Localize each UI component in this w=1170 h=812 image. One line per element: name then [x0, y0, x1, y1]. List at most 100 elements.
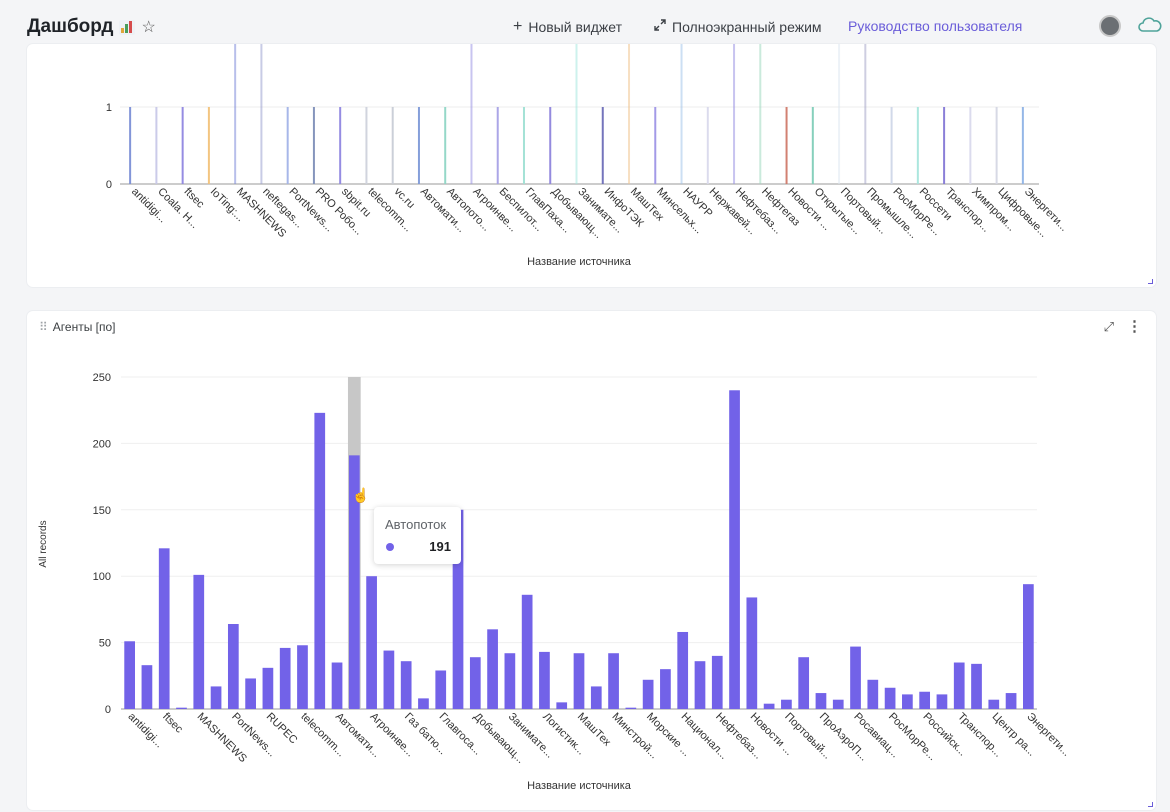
bar	[400, 661, 412, 709]
bar	[444, 107, 447, 184]
widget-panel-top: 0 1 antidigi... Coala. H... ftsec IoTing:... M…	[27, 44, 1156, 287]
tooltip-series-dot	[386, 543, 394, 551]
bar	[452, 509, 464, 709]
y-tick-label: 150	[93, 505, 111, 517]
bar	[746, 597, 758, 709]
bar	[838, 44, 841, 184]
bar	[995, 107, 998, 184]
expand-icon[interactable]: ⤢	[1103, 319, 1114, 334]
bar	[916, 107, 919, 184]
bar	[522, 107, 525, 184]
bar	[711, 655, 723, 709]
avatar[interactable]	[1099, 15, 1121, 37]
bar	[919, 691, 931, 709]
bar	[660, 669, 671, 709]
bar	[470, 44, 473, 184]
bar	[207, 107, 210, 184]
bar	[1021, 107, 1024, 184]
bar	[1005, 693, 1017, 709]
drag-handle-icon[interactable]: ⠿	[39, 320, 48, 334]
bar	[890, 107, 893, 184]
bar	[339, 107, 342, 184]
bar	[262, 667, 274, 709]
bar	[312, 107, 315, 184]
bar	[365, 107, 368, 184]
bar	[811, 107, 814, 184]
bar	[601, 107, 604, 184]
x-tick-label: antidigi...	[126, 711, 166, 751]
bar	[759, 44, 762, 184]
kebab-icon[interactable]: ⋮	[1127, 318, 1142, 335]
bar-chart-emoji-icon	[119, 19, 136, 35]
user-guide-link[interactable]: Руководство пользователя	[848, 18, 1023, 34]
bar	[496, 107, 499, 184]
bar	[348, 455, 360, 709]
bar	[1023, 584, 1034, 709]
resize-handle[interactable]	[1148, 802, 1153, 807]
bar	[417, 107, 420, 184]
bar	[628, 44, 631, 184]
chart-tooltip: Автопоток 191	[374, 507, 461, 564]
bar	[988, 699, 1000, 709]
bar	[625, 707, 637, 709]
bar	[286, 107, 289, 184]
star-icon[interactable]: ☆	[141, 19, 156, 36]
resize-handle[interactable]	[1148, 279, 1153, 284]
bar	[680, 44, 683, 184]
bar	[969, 107, 972, 184]
fullscreen-button[interactable]: Полноэкранный режим	[654, 18, 822, 36]
bar	[575, 44, 578, 184]
bar	[549, 107, 552, 184]
bar	[677, 631, 689, 709]
bar	[694, 661, 706, 709]
y-axis-title: All records	[38, 520, 49, 567]
bar	[953, 662, 965, 709]
y-tick-label: 200	[93, 438, 111, 450]
bar	[864, 44, 867, 184]
y-tick-label: 1	[106, 102, 112, 114]
bar	[176, 707, 187, 709]
new-widget-button[interactable]: + Новый виджет	[513, 18, 622, 36]
bar	[556, 702, 568, 709]
bar	[279, 647, 291, 709]
bar	[815, 693, 827, 709]
bar	[936, 694, 948, 709]
bar	[785, 107, 788, 184]
bar	[314, 412, 326, 709]
bar	[366, 576, 377, 709]
panel-title: Агенты [по]	[52, 320, 116, 334]
plus-icon: +	[513, 18, 523, 35]
bar	[729, 390, 740, 709]
tooltip-value: 191	[429, 539, 451, 554]
cloud-icon[interactable]	[1138, 16, 1162, 39]
expand-arrows-icon	[654, 18, 666, 36]
bar	[391, 107, 394, 184]
x-tick-label: ftsec	[160, 711, 185, 736]
bar	[158, 548, 170, 709]
page-title: Дашборд ☆	[27, 16, 156, 38]
y-tick-label: 0	[106, 179, 112, 191]
bar	[234, 44, 237, 184]
bar	[573, 653, 585, 709]
bar	[487, 629, 498, 709]
bar	[832, 699, 844, 709]
bar	[642, 679, 654, 709]
widget-panel-agents: ⠿ Агенты [по] ⤢ ⋮ 0 50 100 150 200 250 antidig…	[27, 311, 1156, 810]
bar	[539, 651, 550, 709]
bar	[141, 665, 153, 709]
y-tick-label: 0	[105, 704, 111, 716]
x-axis-title: Название источника	[527, 256, 632, 268]
bar	[850, 646, 861, 709]
bar	[383, 650, 395, 709]
y-tick-label: 50	[99, 638, 111, 650]
bar	[706, 107, 709, 184]
x-axis-title: Название источника	[527, 780, 632, 792]
panel-header: ⠿ Агенты [по]	[39, 320, 116, 334]
tooltip-label: Автопоток	[385, 517, 447, 532]
bar	[210, 686, 222, 709]
bar	[227, 624, 239, 709]
bar	[943, 107, 946, 184]
bar	[902, 694, 913, 709]
